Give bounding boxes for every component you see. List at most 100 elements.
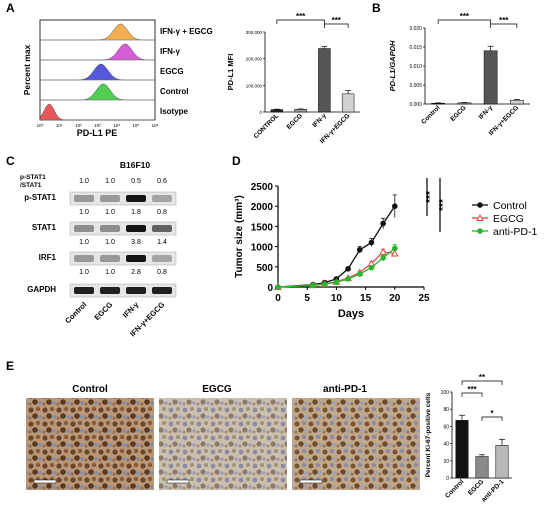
mfi-bar-1 (294, 109, 307, 113)
mfi-sig-bracket-1 (324, 23, 349, 28)
panel-e-ihc-images: Control EGCG anti-PD-1 (26, 384, 420, 490)
growth-point-2-1 (310, 282, 316, 289)
flow-histogram-3 (40, 83, 155, 101)
flow-histogram-4 (39, 103, 155, 121)
blot-ratio-label-line1: p-STAT1 (20, 174, 46, 181)
ihc-image-anti-pd1 (292, 398, 420, 490)
ki67-bar-0 (455, 420, 469, 479)
mfi-sig-label-1: *** (332, 16, 342, 25)
ki67-y-label: Percent Ki-67-positive cells (425, 392, 432, 477)
growth-point-2-2 (321, 281, 328, 287)
pdl1-bar-2 (483, 50, 498, 105)
ki67-sig-bracket-1 (461, 380, 503, 385)
panel-letter-e: E (6, 359, 14, 373)
growth-point-2-4 (345, 276, 351, 282)
mfi-y-label: PD-L1 MFI (226, 54, 235, 91)
ihc-title-egcg: EGCG (202, 384, 232, 395)
growth-y-tick-3: 1500 (251, 222, 274, 233)
ki67-category-1: EGCG (467, 478, 485, 496)
blot-value-0-3: 0.8 (157, 209, 167, 216)
ihc-image-egcg (159, 398, 287, 490)
mfi-bar-3 (341, 93, 355, 113)
pdl1-category-2: IFN-γ (478, 104, 495, 121)
blot-strip-1 (69, 221, 177, 236)
growth-point-1-8 (390, 249, 399, 257)
blot-lane-2: IFN-γ (121, 299, 141, 319)
blot-ratio-2: 0.5 (131, 178, 141, 185)
growth-sig-label-0: *** (425, 191, 436, 203)
growth-y-tick-4: 2000 (251, 202, 274, 213)
ki67-bar-2 (495, 445, 509, 479)
blot-value-1-2: 3.8 (131, 239, 141, 246)
panel-letter-d: D (232, 154, 241, 168)
ki67-y-tick-3: 60 (443, 424, 449, 430)
blot-band-0-2 (126, 195, 146, 202)
blot-ratio-0: 1.0 (79, 178, 89, 185)
blot-value-0-1: 1.0 (105, 209, 115, 216)
flow-x-tick-6: 10⁶ (152, 123, 159, 128)
ki67-sig-label-2: * (490, 409, 494, 418)
ki67-bar-1 (475, 456, 489, 479)
blot-value-2-1: 1.0 (105, 269, 115, 276)
blot-value-2-3: 0.8 (157, 269, 167, 276)
panel-d-tumor-growth-chart: 0 500 1000 1500 2000 2500 0 5 10 15 20 25 Days Tumor … (234, 178, 538, 320)
pdl1-bar-0 (431, 102, 445, 105)
ihc-image-control (26, 398, 154, 490)
legend-marker-1 (476, 213, 484, 221)
growth-line-0 (277, 205, 396, 288)
mfi-sig-bracket-0 (276, 19, 325, 24)
blot-value-2-0: 1.0 (79, 269, 89, 276)
pdl1-y-tick-0: 0.000 (409, 102, 422, 108)
growth-x-tick-5: 25 (418, 293, 430, 304)
mfi-category-1: EGCG (286, 112, 304, 130)
mfi-category-0: CONTROL (253, 112, 281, 140)
flow-histogram-0 (40, 23, 155, 41)
blot-band-1-2 (126, 225, 146, 232)
mfi-y-tick-0: 0 (259, 110, 262, 115)
mfi-y-tick-1: 100,000 (246, 83, 263, 88)
mfi-sig-label-0: *** (296, 12, 306, 21)
legend-label-2: anti-PD-1 (493, 226, 538, 238)
growth-point-0-7 (380, 220, 386, 227)
growth-y-tick-1: 500 (256, 263, 273, 274)
flow-histogram-1 (40, 43, 155, 61)
flow-y-axis-label: Percent max (22, 44, 32, 95)
flow-x-tick-1: 10¹ (56, 123, 63, 128)
blot-band-0-1 (100, 195, 120, 202)
pdl1-bar-3 (510, 99, 524, 105)
growth-y-tick-5: 2500 (251, 182, 274, 193)
ki67-y-tick-5: 100 (441, 390, 450, 396)
legend-label-0: Control (493, 200, 527, 212)
growth-x-tick-1: 5 (304, 293, 310, 304)
blot-band-3-2 (126, 287, 146, 294)
flow-x-tick-4: 10⁴ (113, 123, 120, 128)
blot-lane-1: EGCG (92, 300, 114, 322)
flow-x-tick-2: 10² (75, 123, 82, 128)
ki67-sig-bracket-0 (461, 392, 483, 397)
growth-y-tick-2: 1000 (251, 243, 274, 254)
pdl1-category-1: EGCG (449, 104, 467, 122)
growth-point-2-8 (392, 245, 398, 252)
mfi-category-2: IFN-γ (311, 112, 328, 129)
blot-band-0-0 (74, 195, 94, 202)
blot-row-label-0: p-STAT1 (24, 193, 56, 202)
growth-point-1-7 (379, 247, 387, 255)
legend-marker-2 (477, 228, 483, 234)
blot-strip-2 (69, 251, 177, 266)
mfi-bar-0 (270, 109, 284, 113)
legend-label-1: EGCG (493, 213, 524, 225)
blot-band-1-1 (100, 225, 120, 232)
flow-track-label-0: IFN-γ + EGCG (160, 27, 213, 36)
pdl1-sig-bracket-1 (490, 23, 518, 28)
ihc-title-control: Control (72, 384, 108, 395)
ki67-y-tick-4: 80 (443, 407, 449, 413)
flow-x-tick-0: 10⁰ (37, 123, 44, 128)
growth-point-2-6 (368, 264, 375, 271)
mfi-y-tick-3: 300,000 (246, 30, 263, 35)
panel-letter-b: B (372, 1, 381, 15)
growth-x-label: Days (338, 308, 364, 320)
blot-strip-0 (69, 191, 177, 206)
growth-y-label: Tumor size (mm³) (234, 195, 245, 278)
ki67-y-tick-1: 20 (443, 459, 449, 465)
